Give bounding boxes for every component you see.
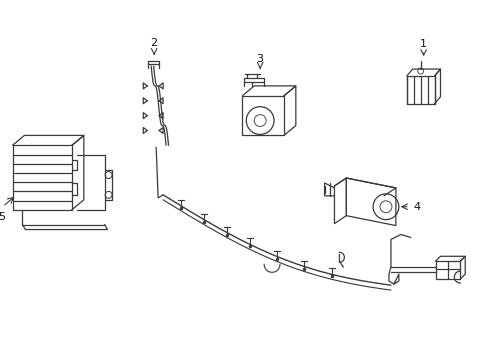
Text: 4: 4 xyxy=(414,202,421,212)
Text: 3: 3 xyxy=(257,54,264,64)
Text: 1: 1 xyxy=(420,39,427,49)
Text: 2: 2 xyxy=(150,38,158,48)
Text: 5: 5 xyxy=(0,212,5,222)
